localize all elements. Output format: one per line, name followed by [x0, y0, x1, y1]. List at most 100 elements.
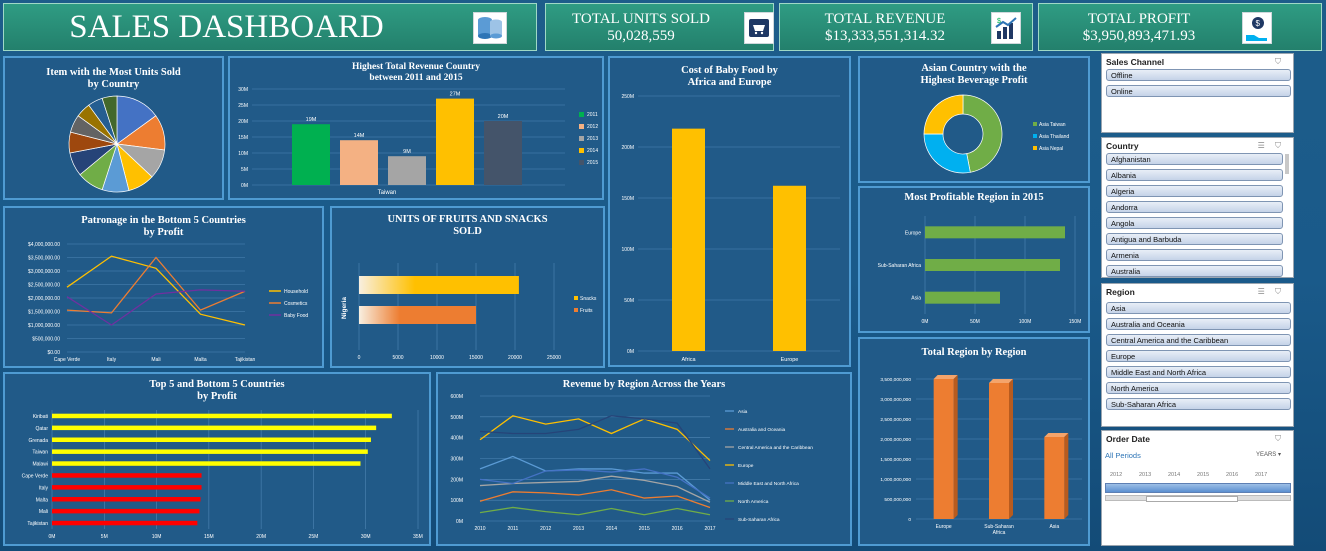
clear-filter-icon[interactable]: ⛉ [1275, 57, 1285, 66]
timeline-unit-dropdown[interactable]: YEARS ▾ [1255, 452, 1281, 458]
series-line [479, 489, 711, 509]
panel-fruits-snacks: UNITS OF FRUITS AND SNACKS SOLD 0 5000 100… [330, 206, 605, 368]
x-tick-label: 10000 [430, 355, 444, 361]
units-pie-chart [68, 95, 166, 193]
timeline-scrollbar[interactable] [1105, 495, 1291, 502]
chart-title: UNITS OF FRUITS AND SNACKS SOLD [387, 214, 548, 237]
legend-swatch [1033, 146, 1037, 150]
slicer-item[interactable]: Europe [1106, 350, 1291, 362]
slicer-item[interactable]: Algeria [1106, 185, 1283, 197]
slicer-title: Sales Channel [1106, 57, 1165, 67]
y-tick-label: 0M [627, 349, 634, 355]
x-tick-label: 2017 [704, 526, 715, 532]
timeline-range-bar[interactable] [1105, 483, 1291, 493]
bar [52, 413, 392, 419]
slicer-item[interactable]: Afghanistan [1106, 153, 1283, 165]
panel-profitable-region: Most Profitable Region in 2015 0M 50M 100M… [858, 186, 1090, 333]
legend-label: Australia and Oceania [738, 427, 786, 433]
y-tick-label: $500,000.00 [32, 337, 60, 343]
slicer-item[interactable]: Central America and the Caribbean [1106, 334, 1291, 346]
series-line [479, 506, 711, 516]
legend-swatch [574, 296, 578, 300]
x-tick-label: 15000 [469, 355, 483, 361]
legend-swatch [579, 136, 584, 141]
bar-top [933, 375, 958, 379]
bar [359, 276, 519, 294]
bar [925, 259, 1060, 271]
database-icon [473, 12, 507, 44]
x-axis-label: Taiwan [378, 190, 397, 196]
bar [773, 185, 806, 351]
timeline-year[interactable]: 2015 [1197, 472, 1210, 478]
pie-slice [101, 95, 118, 145]
slicer-item[interactable]: Online [1106, 85, 1291, 97]
chart-title: Highest Total Revenue Country between 20… [352, 62, 480, 83]
bar-top [989, 379, 1013, 383]
y-tick-label: 10M [238, 151, 248, 157]
x-tick-label: Tajikistan [235, 357, 256, 363]
shopping-cart-icon [744, 12, 774, 44]
bar [52, 473, 202, 478]
panel-patronage: Patronage in the Bottom 5 Countries by P… [3, 206, 324, 368]
y-tick-label: 1,500,000,000 [880, 457, 911, 463]
slicer-item[interactable]: Antigua and Barbuda [1106, 233, 1283, 245]
y-tick-label: 25M [238, 103, 248, 109]
x-tick-label: 0M [922, 319, 929, 325]
y-tick-label: 150M [621, 196, 634, 202]
x-tick-label: 2014 [606, 526, 617, 532]
beverage-donut-chart: Asia Taiwan Asia Thailand Asia Nepal [923, 94, 1069, 174]
y-tick-label: 0M [456, 519, 463, 525]
y-tick-label: 50M [624, 298, 634, 304]
slicer-item[interactable]: Australia [1106, 265, 1283, 277]
clear-filter-icon[interactable]: ☰ ⛉ [1257, 141, 1285, 150]
y-tick-label: 100M [450, 498, 463, 504]
x-tick-label: 20M [256, 534, 266, 540]
timeline-year[interactable]: 2017 [1255, 472, 1268, 478]
timeline-year[interactable]: 2012 [1110, 472, 1123, 478]
slicer-item[interactable]: North America [1106, 382, 1291, 394]
y-tick-label: 3,500,000,000 [880, 377, 911, 383]
x-tick-label: 35M [413, 534, 423, 540]
clear-filter-icon[interactable]: ☰ ⛉ [1257, 287, 1285, 296]
bar-side [1009, 379, 1013, 519]
y-tick-label: 3,000,000,000 [880, 397, 911, 403]
x-tick-label: 10M [152, 534, 162, 540]
y-tick-label: $3,000,000.00 [28, 269, 60, 275]
y-tick-label: Malta [36, 497, 48, 503]
x-tick-label: Europe [936, 524, 952, 530]
bar [933, 379, 954, 519]
series-line [479, 475, 711, 503]
timeline-year[interactable]: 2013 [1139, 472, 1152, 478]
y-tick-label: $4,000,000.00 [28, 242, 60, 248]
chart-title: Revenue by Region Across the Years [562, 379, 726, 390]
timeline-year[interactable]: 2016 [1226, 472, 1239, 478]
legend-swatch [579, 124, 584, 129]
slicer-item[interactable]: Middle East and North Africa [1106, 366, 1291, 378]
timeline-year[interactable]: 2014 [1168, 472, 1181, 478]
slicer-item[interactable]: Angola [1106, 217, 1283, 229]
series-line [66, 256, 246, 314]
slicer-item[interactable]: Australia and Oceania [1106, 318, 1291, 330]
svg-text:$: $ [1256, 19, 1261, 28]
donut-slice [962, 94, 1003, 173]
slicer-item[interactable]: Albania [1106, 169, 1283, 181]
y-tick-label: Sub-Saharan Africa [878, 263, 922, 269]
clear-filter-icon[interactable]: ⛉ [1275, 434, 1285, 443]
slicer-item[interactable]: Asia [1106, 302, 1291, 314]
y-tick-label: 300M [450, 457, 463, 463]
bar [52, 497, 201, 502]
kpi-revenue-label: TOTAL REVENUE [824, 11, 946, 27]
scrollbar[interactable] [1285, 154, 1289, 174]
slicer-item[interactable]: Sub-Saharan Africa [1106, 398, 1291, 410]
series-line [479, 415, 711, 470]
y-tick-label: 2,000,000,000 [880, 437, 911, 443]
slicer-item[interactable]: Offline [1106, 69, 1291, 81]
y-tick-label: Cape Verde [22, 473, 49, 479]
y-tick-label: $3,500,000.00 [28, 256, 60, 262]
y-tick-label: 100M [621, 247, 634, 253]
slicer-item[interactable]: Armenia [1106, 249, 1283, 261]
slicer-item[interactable]: Andorra [1106, 201, 1283, 213]
y-tick-label: $0.00 [47, 350, 60, 356]
y-tick-label: 5M [241, 167, 248, 173]
legend-label: Snacks [580, 296, 597, 302]
